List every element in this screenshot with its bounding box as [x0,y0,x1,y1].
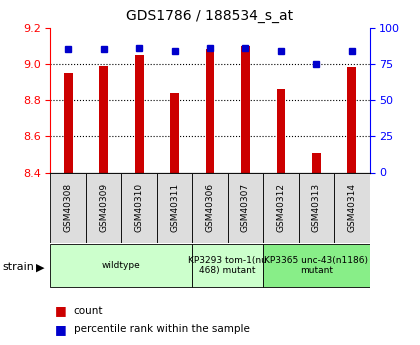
Text: GSM40313: GSM40313 [312,183,321,233]
Text: GSM40306: GSM40306 [205,183,215,233]
Text: KP3293 tom-1(nu
468) mutant: KP3293 tom-1(nu 468) mutant [188,256,267,275]
Bar [192,244,263,287]
Text: GSM40308: GSM40308 [64,183,73,233]
Text: GSM40307: GSM40307 [241,183,250,233]
Text: ■: ■ [55,323,66,336]
Text: wildtype: wildtype [102,261,141,270]
Bar [334,172,370,243]
Bar [99,66,108,172]
Bar [241,46,250,172]
Text: KP3365 unc-43(n1186)
mutant: KP3365 unc-43(n1186) mutant [265,256,368,275]
Text: count: count [74,306,103,315]
Bar [205,49,215,172]
Text: strain: strain [2,263,34,272]
Bar [312,152,321,172]
Bar [135,55,144,172]
Text: GSM40311: GSM40311 [170,183,179,233]
Bar [50,244,192,287]
Text: GSM40312: GSM40312 [276,183,286,233]
Text: GSM40309: GSM40309 [99,183,108,233]
Text: GSM40314: GSM40314 [347,183,356,233]
Text: GDS1786 / 188534_s_at: GDS1786 / 188534_s_at [126,9,294,23]
Bar [276,89,285,172]
Bar [299,172,334,243]
Bar [64,73,73,172]
Bar [192,172,228,243]
Bar [170,93,179,172]
Text: GSM40310: GSM40310 [134,183,144,233]
Bar [121,172,157,243]
Text: percentile rank within the sample: percentile rank within the sample [74,325,249,334]
Bar [86,172,121,243]
Bar [263,172,299,243]
Bar [347,68,356,172]
Bar [50,172,86,243]
Text: ▶: ▶ [36,263,44,272]
Bar [157,172,192,243]
Bar [263,244,370,287]
Bar [228,172,263,243]
Text: ■: ■ [55,304,66,317]
